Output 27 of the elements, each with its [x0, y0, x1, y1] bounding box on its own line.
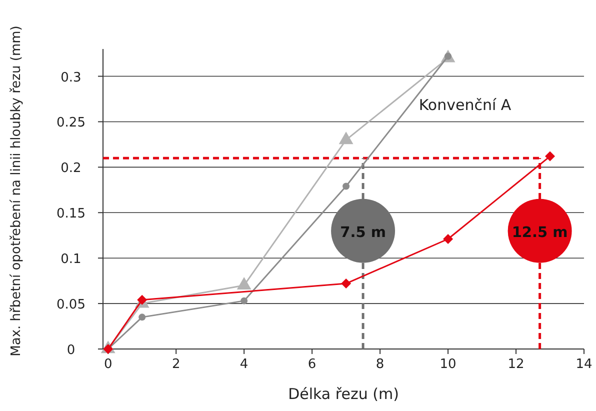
point — [443, 234, 454, 244]
y-tick-label: 0.15 — [56, 206, 86, 222]
x-tick-label: 6 — [308, 357, 316, 372]
x-tick-label: 4 — [240, 357, 248, 372]
ref-line-label: 12.5 m — [512, 224, 568, 241]
x-tick-label: 12 — [508, 357, 524, 372]
x-tick-label: 8 — [376, 357, 384, 372]
y-tick-label: 0.25 — [56, 116, 86, 131]
point — [545, 151, 556, 162]
x-tick-label: 14 — [576, 357, 592, 372]
y-tick-label: 0.3 — [60, 70, 82, 86]
y-tick-label: 0 — [66, 343, 76, 358]
x-tick-label: 2 — [172, 357, 180, 372]
point — [341, 278, 352, 289]
x-tick-label: 0 — [104, 357, 112, 372]
point — [137, 294, 148, 305]
y-tick-label: 0.1 — [60, 252, 82, 268]
y-tick-label: 0.05 — [56, 298, 86, 313]
point — [342, 182, 350, 190]
annotation: Konvenční A — [418, 96, 512, 114]
y-tick-label: 0.2 — [60, 161, 82, 176]
ref-line-label: 7.5 m — [340, 224, 386, 241]
y-axis-title: Max. hřbetní opotřebení na linii hloubky řezu (mm) — [9, 26, 24, 356]
x-tick-label: 10 — [440, 357, 456, 372]
x-axis-title: Délka řezu (m) — [288, 385, 399, 403]
point — [240, 297, 248, 304]
point — [138, 314, 146, 321]
